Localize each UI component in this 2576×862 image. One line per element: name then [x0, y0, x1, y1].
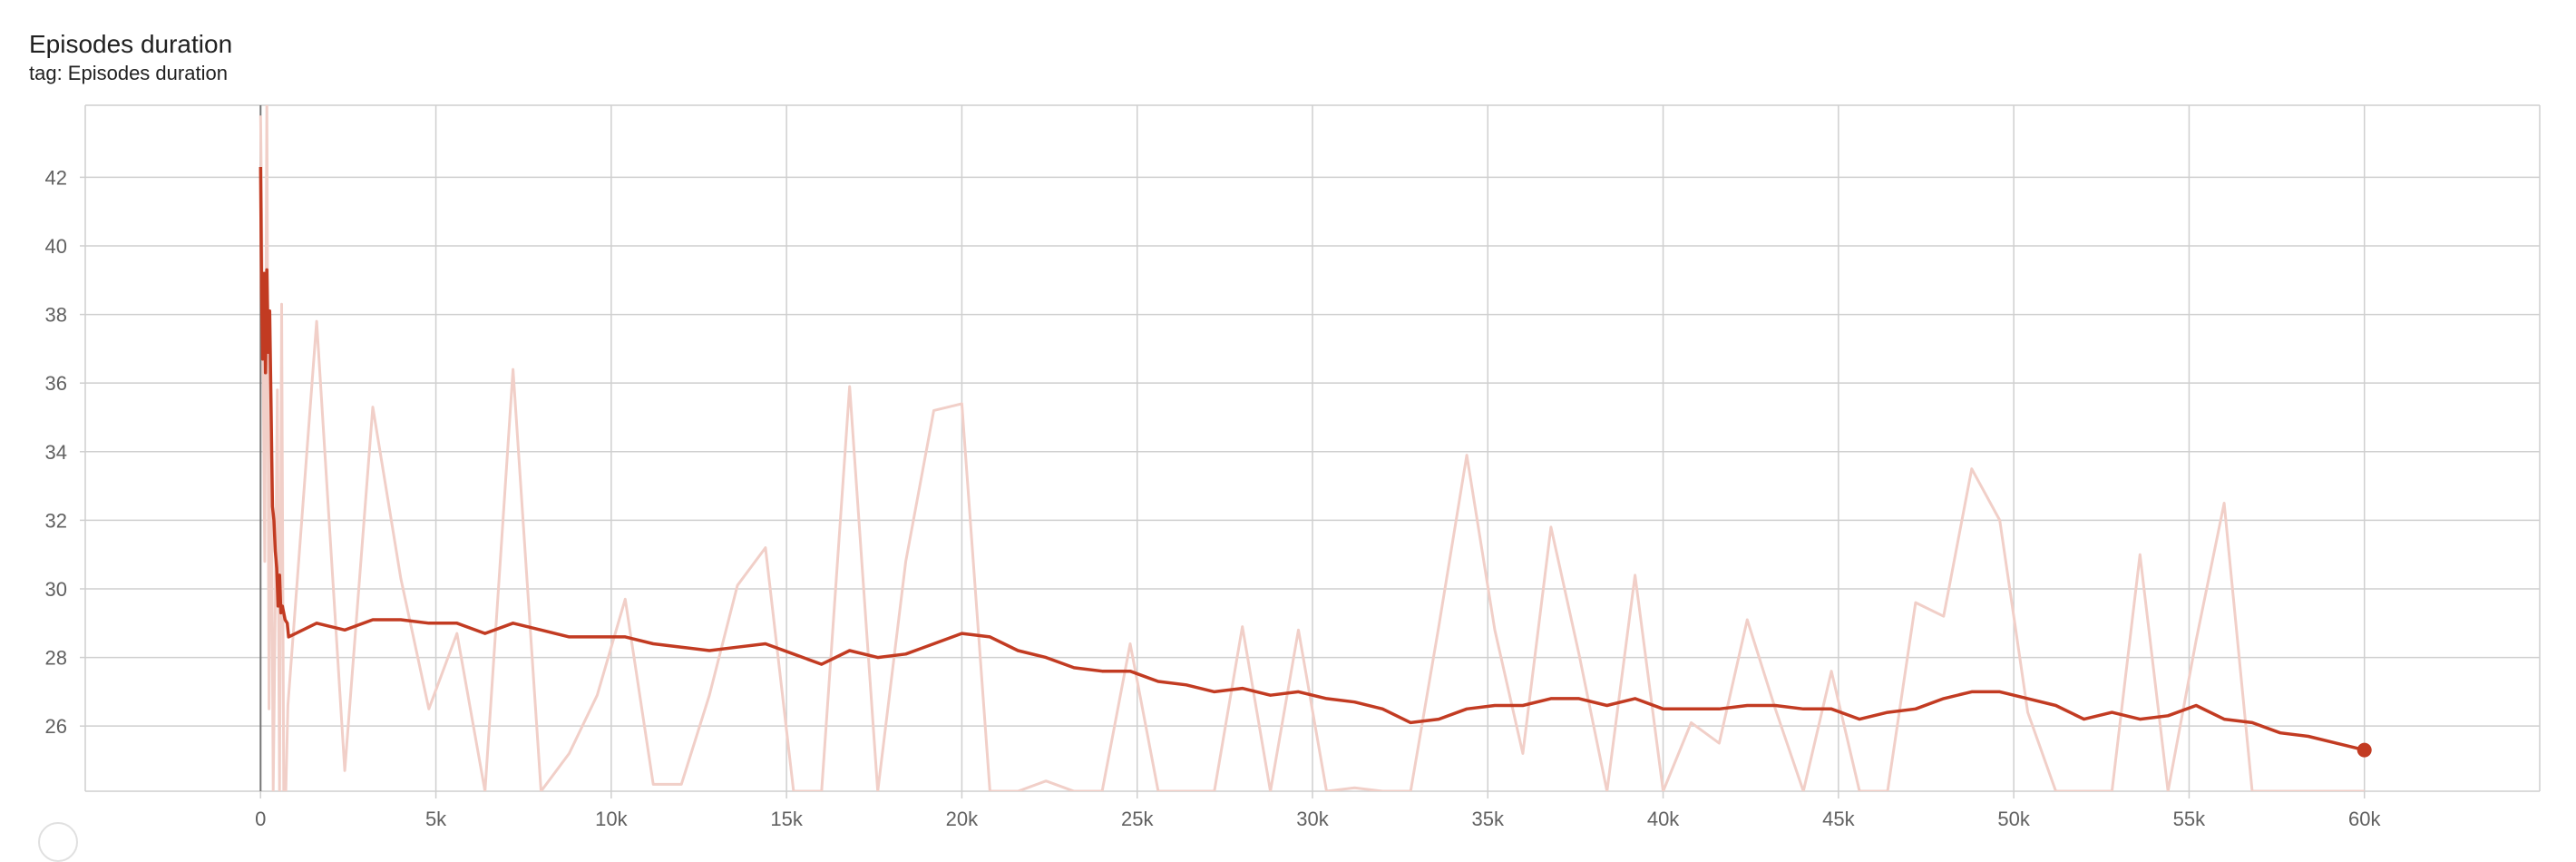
y-tick-label: 34: [45, 441, 67, 464]
y-tick-label: 26: [45, 715, 67, 738]
y-tick-label: 42: [45, 166, 67, 189]
chart-title: Episodes duration: [29, 30, 233, 58]
x-tick-label: 25k: [1121, 808, 1154, 830]
y-tick-label: 36: [45, 372, 67, 395]
line-chart[interactable]: 26 28 30 32 34 36 38 40 42 0 5k 10k 15k 20k 25k 30k 35k 4…: [0, 0, 2576, 833]
series-end-point: [2356, 742, 2372, 758]
x-tick-label: 60k: [2348, 808, 2381, 830]
x-tick-label: 35k: [1472, 808, 1505, 830]
chart-subtitle: tag: Episodes duration: [29, 62, 228, 84]
x-tick-label: 30k: [1296, 808, 1329, 830]
x-tick-label: 20k: [946, 808, 979, 830]
x-tick-label: 55k: [2173, 808, 2206, 830]
x-tick-label: 10k: [595, 808, 628, 830]
x-tick-label: 0: [255, 808, 266, 830]
x-tick-label: 15k: [770, 808, 803, 830]
grid-layer: [84, 104, 2541, 792]
x-tick-label: 5k: [425, 808, 447, 830]
series-smoothed-line: [259, 166, 2366, 752]
axis-layer: 26 28 30 32 34 36 38 40 42 0 5k 10k 15k 20k 25k 30k 35k 4…: [45, 166, 2382, 830]
x-tick-label: 45k: [1822, 808, 1855, 830]
y-tick-label: 30: [45, 578, 67, 601]
x-tick-label: 50k: [1997, 808, 2030, 830]
y-tick-label: 40: [45, 235, 67, 258]
y-tick-label: 38: [45, 304, 67, 327]
fit-domain-button[interactable]: [38, 822, 78, 862]
y-tick-label: 32: [45, 509, 67, 532]
series-layer: [259, 105, 2372, 791]
y-tick-label: 28: [45, 647, 67, 670]
series-group: [259, 105, 2366, 791]
x-tick-label: 40k: [1647, 808, 1680, 830]
series-raw-line: [259, 105, 2365, 791]
